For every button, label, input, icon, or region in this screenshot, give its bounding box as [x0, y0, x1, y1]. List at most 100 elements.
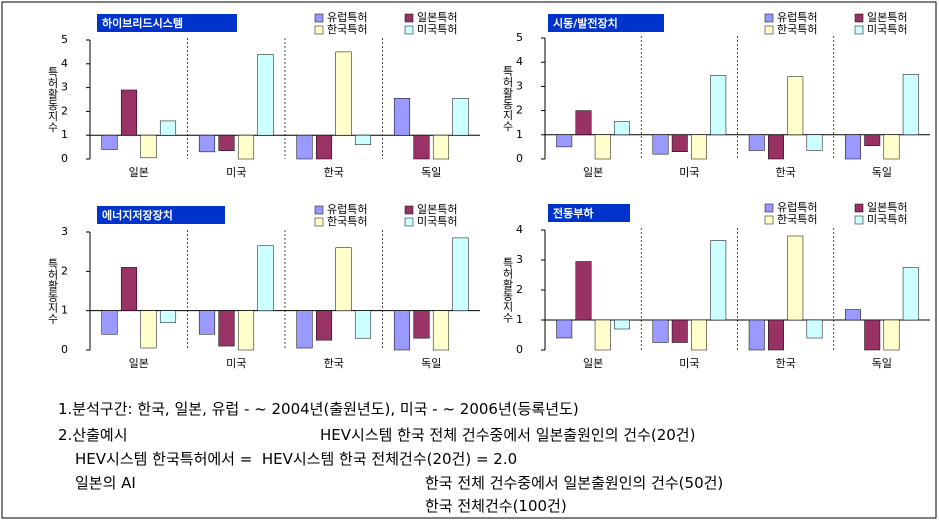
bar	[257, 245, 274, 311]
note: 한국 전체 건수중에서 일본출원인의 건수(50건)	[425, 474, 724, 492]
y-axis-label: 특허활동지수	[46, 258, 59, 324]
bar	[413, 134, 430, 160]
legend-label: 미국특허	[867, 213, 907, 226]
legend-swatch	[314, 217, 324, 227]
x-tick-label: 일본	[129, 165, 149, 179]
legend-label: 일본특허	[417, 10, 457, 24]
x-tick-label: 미국	[679, 357, 699, 370]
bar	[883, 319, 900, 351]
y-tick-label: 5	[516, 31, 523, 44]
title-box	[548, 14, 664, 32]
legend-swatch	[314, 13, 324, 23]
title-box	[97, 206, 225, 224]
bar	[787, 235, 804, 321]
y-tick-label: 1	[61, 304, 68, 317]
note: HEV시스템 한국 전체 건수중에서 일본출원인의 건수(20건)	[320, 426, 696, 444]
bar	[652, 134, 669, 155]
y-tick-label: 4	[516, 223, 523, 236]
bar	[748, 134, 765, 151]
bar	[218, 134, 235, 151]
bar	[432, 134, 450, 160]
bar	[614, 319, 630, 330]
x-tick-label: 한국	[324, 357, 344, 370]
bar	[101, 134, 118, 150]
x-tick-label: 독일	[872, 165, 892, 179]
bar	[806, 134, 823, 151]
bar	[575, 110, 592, 136]
bar	[710, 240, 727, 321]
note: 2.산출예시	[58, 426, 128, 444]
bar	[902, 267, 919, 321]
title-box	[548, 204, 630, 222]
y-tick-label: 3	[61, 81, 68, 94]
legend-label: 한국특허	[777, 23, 817, 36]
x-tick-label: 한국	[776, 357, 796, 370]
x-tick-label: 한국	[324, 166, 344, 179]
legend-label: 한국특허	[777, 213, 817, 226]
y-tick-label: 2	[516, 283, 523, 296]
x-tick-label: 미국	[679, 166, 699, 179]
bar	[902, 74, 919, 136]
legend-label: 유럽특허	[327, 10, 367, 24]
legend-swatch	[764, 215, 774, 225]
bar	[159, 310, 177, 323]
bar	[614, 121, 630, 136]
bar	[432, 310, 450, 351]
chart-title: 전동부하	[553, 206, 594, 220]
note: 한국 전체건수(100건)	[425, 497, 567, 515]
legend-label: 미국특허	[417, 23, 457, 36]
bar	[883, 134, 900, 160]
bar	[354, 310, 372, 339]
bar	[845, 134, 861, 160]
chart-title: 시동/발전장치	[553, 16, 618, 30]
bar	[237, 134, 255, 160]
y-axis-label: 특허활동지수	[501, 257, 514, 323]
bar	[393, 98, 411, 136]
legend-label: 미국특허	[417, 215, 457, 228]
bar	[806, 319, 823, 339]
y-axis-label: 특허활동지수	[501, 65, 514, 131]
bar	[413, 310, 430, 339]
x-tick-label: 일본	[583, 165, 603, 179]
legend-swatch	[854, 25, 864, 35]
bar	[198, 134, 216, 153]
bar	[257, 54, 274, 136]
bar	[652, 319, 669, 343]
legend-swatch	[854, 13, 864, 23]
bar	[218, 310, 235, 347]
bar	[787, 76, 804, 136]
y-tick-label: 1	[516, 128, 523, 141]
bar	[237, 310, 255, 351]
bar	[393, 310, 411, 351]
bar	[452, 98, 469, 136]
y-tick-label: 1	[61, 128, 68, 141]
legend-label: 한국특허	[327, 215, 367, 228]
bar	[710, 75, 727, 136]
y-tick-label: 0	[61, 152, 68, 165]
note: HEV시스템 한국특허에서 = HEV시스템 한국 전체건수(20건) = 2.…	[75, 450, 518, 468]
chart-title: 하이브리드시스템	[102, 16, 183, 30]
bar	[120, 89, 138, 136]
bar	[864, 134, 881, 146]
bar	[335, 247, 352, 311]
bar	[594, 319, 611, 351]
y-tick-label: 3	[516, 79, 523, 92]
legend-swatch	[854, 215, 864, 225]
legend-label: 유럽특허	[327, 202, 367, 216]
legend-label: 일본특허	[417, 202, 457, 216]
bar	[315, 310, 333, 341]
bar	[691, 319, 707, 351]
bar	[140, 310, 157, 349]
bar	[575, 261, 592, 321]
legend-label: 일본특허	[867, 200, 907, 214]
y-tick-label: 0	[516, 343, 523, 356]
note: 일본의 AI	[75, 474, 136, 492]
note: 1.분석구간: 한국, 일본, 유럽 - ~ 2004년(출원년도), 미국 -…	[58, 400, 579, 418]
y-tick-label: 3	[516, 253, 523, 266]
y-tick-label: 2	[61, 104, 68, 117]
bar	[159, 120, 177, 136]
legend-swatch	[404, 13, 414, 23]
x-tick-label: 일본	[129, 356, 149, 370]
